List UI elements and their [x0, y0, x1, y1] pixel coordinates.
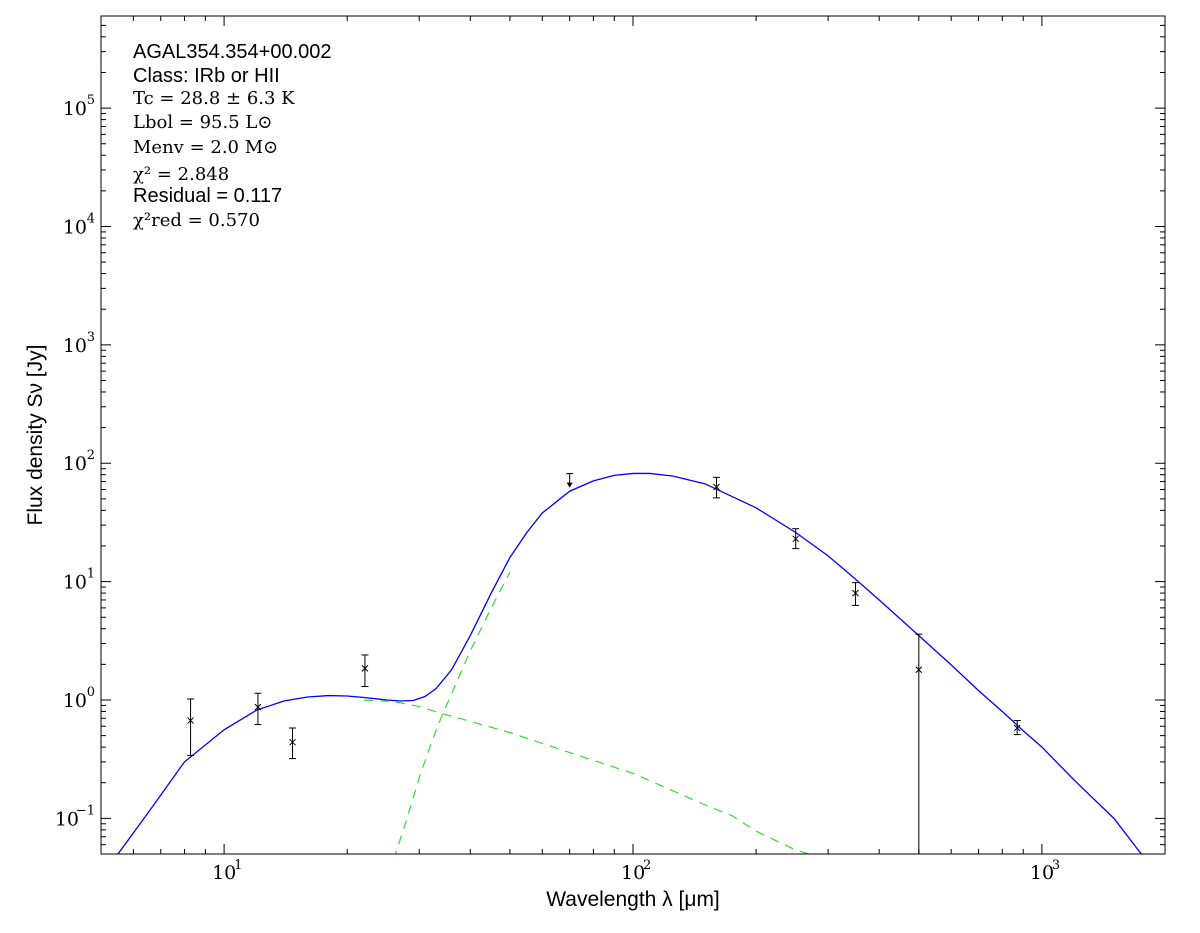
x-tick-label: 10	[1030, 862, 1054, 884]
y-axis-label: Flux density Sν [Jy]	[24, 345, 47, 526]
plot-frame	[100, 15, 1166, 855]
data-point-3	[361, 654, 369, 687]
y-tick-exponent: −1	[76, 803, 95, 818]
y-tick-exponent: 5	[87, 93, 95, 108]
annotation-line-6: Residual = 0.117	[133, 185, 282, 207]
fit-total-line	[117, 472, 1142, 854]
x-marker	[187, 717, 194, 724]
y-tick-label: 10	[63, 453, 87, 475]
data-point-5	[792, 528, 800, 550]
x-marker	[852, 589, 859, 597]
y-tick-exponent: 2	[87, 448, 95, 463]
x-marker	[792, 535, 800, 543]
data-point-4	[712, 476, 720, 499]
y-tick-exponent: 1	[87, 567, 95, 582]
y-tick-label: 10	[63, 690, 87, 712]
data-point-6	[851, 582, 859, 606]
x-marker	[713, 483, 720, 491]
data-point-1	[254, 692, 262, 726]
x-marker	[361, 665, 369, 672]
y-tick-label: 10	[55, 808, 79, 830]
x-tick-exponent: 2	[643, 858, 651, 873]
fit-component-line-4	[394, 571, 511, 854]
data-point-7	[915, 633, 923, 854]
fit-component-line-3	[364, 699, 811, 854]
upper-limit-arrow	[566, 482, 573, 488]
x-tick-label: 10	[621, 862, 645, 884]
annotation-line-0: AGAL354.354+00.002	[133, 41, 332, 63]
x-marker	[289, 738, 296, 746]
annotation-line-3: Lbol = 95.5 L⊙	[133, 112, 272, 133]
data-point-2	[289, 727, 297, 760]
plot-clip-group	[117, 472, 1142, 854]
x-marker	[254, 703, 262, 711]
x-tick-label: 10	[212, 862, 236, 884]
x-marker	[1013, 724, 1021, 732]
y-tick-label: 10	[63, 572, 87, 594]
y-tick-label: 10	[63, 98, 87, 120]
y-tick-exponent: 0	[87, 685, 95, 700]
y-tick-label: 10	[63, 335, 87, 357]
upper-limit-point-0	[566, 473, 574, 488]
annotation-line-7: χ²red = 0.570	[133, 210, 260, 231]
plot-area	[117, 472, 1142, 854]
x-tick-exponent: 1	[234, 858, 242, 873]
x-marker	[915, 666, 923, 674]
annotation-line-2: Tc = 28.8 ± 6.3 K	[133, 88, 295, 109]
y-tick-label: 10	[63, 216, 87, 238]
y-tick-exponent: 4	[87, 211, 95, 226]
data-point-8	[1013, 720, 1021, 736]
x-axis-label: Wavelength λ [μm]	[546, 888, 720, 911]
annotation-line-4: Menv = 2.0 M⊙	[133, 137, 278, 158]
annotation-line-5: χ² = 2.848	[133, 164, 229, 185]
annotation-line-1: Class: IRb or HII	[133, 65, 280, 87]
x-tick-exponent: 3	[1052, 858, 1060, 873]
y-tick-exponent: 3	[87, 330, 95, 345]
data-point-0	[187, 698, 195, 756]
